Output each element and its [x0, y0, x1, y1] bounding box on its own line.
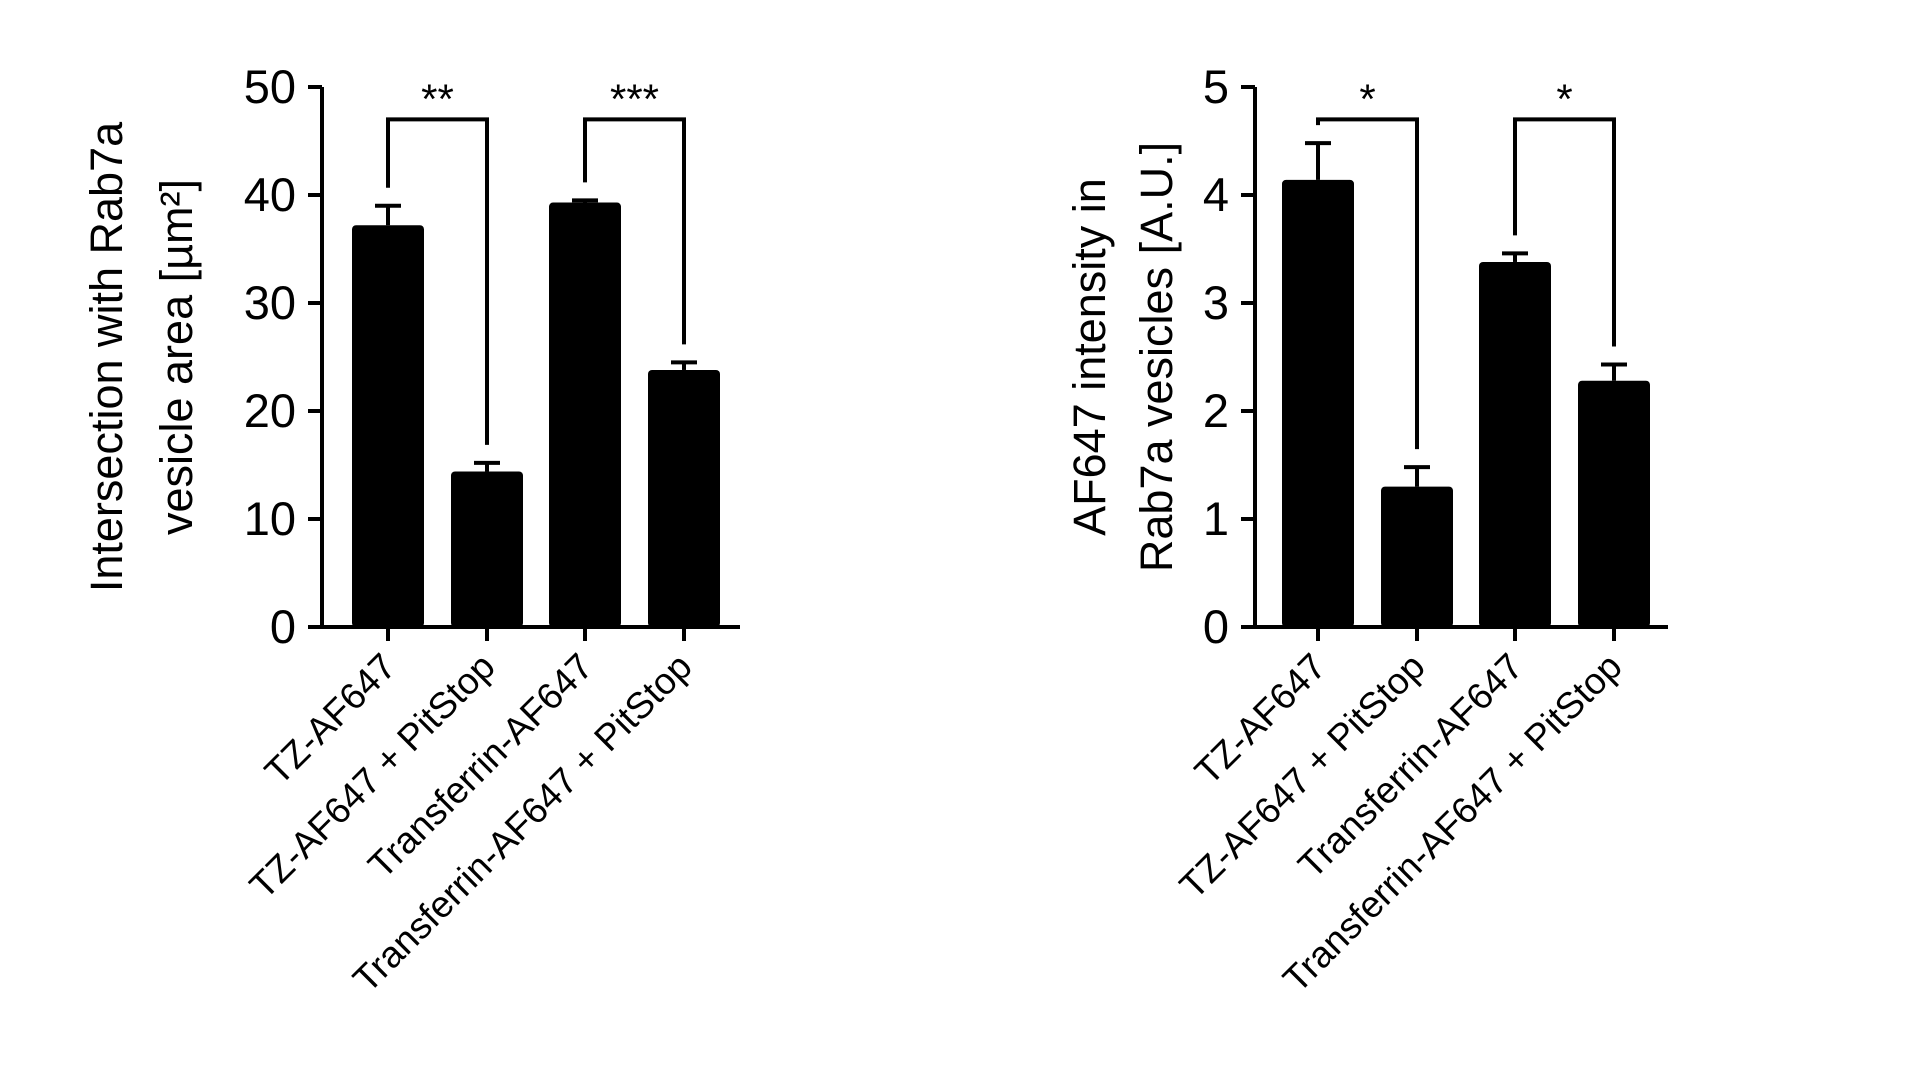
y-tick-label: 10: [244, 492, 296, 545]
y-tick-label: 0: [270, 600, 296, 653]
y-tick-label: 1: [1203, 492, 1229, 545]
bar: [352, 225, 424, 628]
bar: [451, 471, 523, 627]
bar: [549, 202, 621, 627]
y-tick-label: 20: [244, 384, 296, 437]
significance-label: *: [1556, 75, 1572, 122]
significance-bracket: [1316, 117, 1419, 450]
y-axis-title-line: Intersection with Rab7a: [81, 121, 132, 592]
y-axis-title-line: AF647 intensity in: [1064, 178, 1115, 536]
chart-right-af647-intensity: 0 1 2 3 4 5 AF647 intensity in Rab7a vesicles […: [1064, 60, 1668, 1000]
y-tick-label: 50: [244, 60, 296, 113]
significance-label: ***: [610, 75, 659, 122]
significance-bracket: [386, 117, 489, 445]
bar: [648, 369, 720, 627]
significance-label: *: [1359, 75, 1375, 122]
y-tick-label: 40: [244, 168, 296, 221]
chart-left-intersection-area: 0 10 20 30 40 50 Intersection with Rab7a vesicl…: [81, 60, 740, 1000]
y-tick-label: 4: [1203, 168, 1229, 221]
y-tick-label: 30: [244, 276, 296, 329]
significance-bracket: [583, 117, 686, 345]
y-tick-label: 2: [1203, 384, 1229, 437]
y-tick-label: 3: [1203, 276, 1229, 329]
bar: [1282, 179, 1354, 627]
y-axis-title-line: Rab7a vesicles [A.U.]: [1131, 142, 1182, 572]
y-axis-title-line: vesicle area [µm²]: [151, 179, 202, 535]
y-tick-label: 5: [1203, 60, 1229, 113]
significance-label: **: [421, 75, 454, 122]
bar: [1381, 486, 1453, 627]
bar: [1578, 380, 1650, 627]
significance-bracket: [1513, 117, 1616, 347]
y-tick-label: 0: [1203, 600, 1229, 653]
bar: [1479, 261, 1551, 627]
